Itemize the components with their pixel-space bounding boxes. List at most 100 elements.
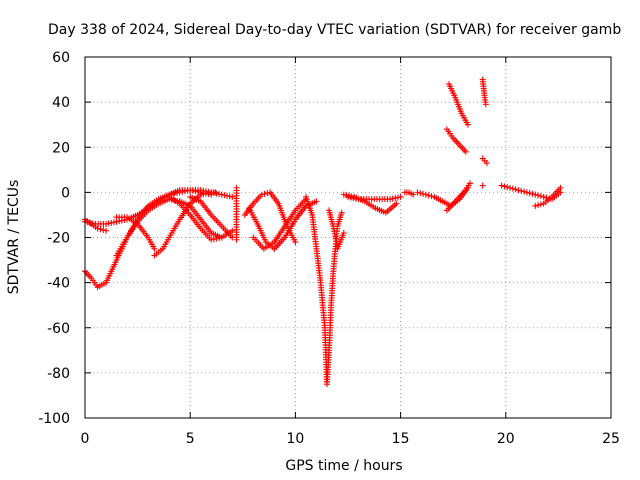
y-tick-label: 0: [61, 185, 70, 201]
data-point: [103, 227, 110, 234]
data-point: [103, 220, 110, 227]
data-point: [340, 229, 347, 236]
series-arc16: [326, 207, 347, 252]
series-arc18: [345, 193, 404, 203]
data-points: [82, 76, 564, 388]
series-arc22: [443, 126, 469, 155]
y-tick-label: -20: [47, 231, 70, 247]
x-tick-label: 0: [81, 431, 90, 447]
data-point: [176, 189, 183, 196]
data-point: [200, 191, 207, 198]
data-point: [208, 236, 215, 243]
data-point: [226, 193, 233, 200]
y-tick-label: -60: [47, 321, 70, 337]
data-point: [197, 191, 204, 198]
data-point: [210, 236, 217, 243]
data-point: [393, 200, 400, 207]
data-point: [428, 193, 435, 200]
y-tick-labels: -100 -80 -60 -40 -20 0 20 40 60: [38, 50, 70, 427]
data-point: [422, 191, 429, 198]
series-arc15: [302, 193, 345, 388]
plot-frame: [84, 56, 612, 419]
y-tick-label: -40: [47, 276, 70, 292]
data-point: [202, 190, 209, 197]
data-point: [515, 187, 522, 194]
data-point: [184, 187, 191, 194]
series-arc24: [479, 76, 489, 108]
data-point: [292, 239, 299, 246]
data-point: [181, 188, 188, 195]
data-point: [532, 191, 539, 198]
data-point: [498, 182, 505, 189]
data-point: [543, 194, 550, 201]
data-point: [229, 193, 236, 200]
data-point: [213, 235, 220, 242]
data-point: [392, 195, 399, 202]
data-point: [529, 190, 536, 197]
data-point: [345, 193, 351, 200]
axis-ticks: [84, 56, 612, 419]
data-point: [97, 226, 104, 233]
data-point: [509, 185, 516, 192]
data-point: [221, 192, 228, 199]
data-point: [212, 189, 219, 196]
data-point: [100, 226, 107, 233]
series-arc9: [187, 193, 236, 241]
data-point: [521, 188, 528, 195]
data-point: [504, 184, 511, 191]
series-arc3: [82, 216, 110, 234]
data-point: [151, 245, 158, 252]
data-point: [537, 193, 544, 200]
data-point: [523, 189, 530, 196]
y-tick-label: -80: [47, 366, 70, 382]
series-arc28: [532, 184, 564, 209]
series-arc8: [176, 198, 236, 241]
y-tick-label: 40: [52, 95, 70, 111]
data-point: [213, 190, 220, 197]
data-point: [110, 219, 117, 226]
x-axis-label: GPS time / hours: [285, 458, 402, 474]
data-point: [420, 190, 427, 197]
data-point: [532, 202, 539, 209]
data-point: [507, 184, 514, 191]
data-point: [394, 194, 401, 201]
data-point: [229, 227, 236, 234]
data-point: [397, 193, 404, 200]
data-point: [216, 191, 223, 198]
x-tick-label: 15: [392, 431, 410, 447]
data-point: [313, 198, 320, 205]
data-point: [350, 195, 357, 202]
data-point: [410, 191, 417, 198]
data-point: [425, 192, 432, 199]
data-point: [205, 189, 212, 196]
data-point: [347, 194, 354, 201]
x-tick-label: 20: [497, 431, 515, 447]
data-point: [258, 191, 265, 198]
grid: [85, 57, 611, 418]
data-point: [94, 225, 101, 232]
data-point: [535, 202, 542, 209]
data-point: [352, 195, 359, 202]
y-tick-label: 60: [52, 50, 70, 66]
x-tick-label: 10: [286, 431, 304, 447]
series-arc26: [479, 182, 486, 189]
data-point: [387, 196, 394, 203]
data-point: [108, 219, 115, 226]
data-point: [224, 192, 231, 199]
data-point: [537, 201, 544, 208]
y-tick-label: -100: [38, 411, 70, 427]
data-point: [462, 148, 469, 155]
data-point: [338, 209, 345, 216]
data-point: [518, 187, 525, 194]
x-tick-label: 25: [602, 431, 620, 447]
series-arc19: [401, 189, 417, 198]
data-point: [479, 182, 486, 189]
data-point: [557, 184, 564, 191]
series-arc7: [166, 193, 225, 243]
data-point: [179, 188, 186, 195]
series-arc25: [479, 155, 490, 167]
data-point: [464, 121, 471, 128]
series-arc10: [233, 184, 240, 243]
data-point: [264, 190, 271, 197]
